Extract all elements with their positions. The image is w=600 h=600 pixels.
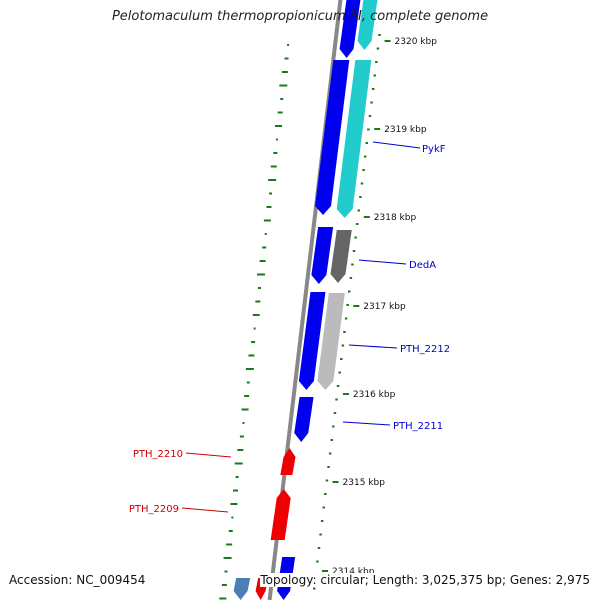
gene-label: PTH_2210 [133,449,183,460]
scale-tick-label: 2319 kbp [384,125,427,135]
pykf-gene-arrow [357,0,378,50]
gene-label-leader [348,344,398,349]
forward-gene-arrow [298,292,326,390]
gene-label-leader [372,141,421,149]
accession-label: Accession: NC_009454 [9,573,146,587]
gene-label-leader [358,259,407,265]
gene-label-leader [185,452,232,458]
forward-gene-arrow [315,60,350,215]
topology-label: Topology: circular; Length: 3,025,375 bp… [260,573,590,587]
scale-tick-label: 2320 kbp [395,37,438,47]
scale-tick-label: 2316 kbp [353,390,396,400]
forward-gene-arrow [339,0,361,58]
gene-label: PykF [422,144,446,155]
scale-tick-label: 2314 kbp [332,567,375,577]
pykf-gene-arrow [336,60,372,218]
scale-tick-label: 2318 kbp [374,213,417,223]
gene-label: DedA [409,260,436,271]
map-title: Pelotomaculum thermopropionicum SI, comp… [111,9,489,24]
reverse-gene-arrow-pth2209 [270,489,291,540]
forward-gene-arrow [294,397,314,442]
gene-arrow [233,578,251,600]
gene-label-leader [181,507,229,513]
gene-label-leader [342,421,391,426]
pth2212-gene-arrow [317,293,345,390]
scale-tick-label: 2317 kbp [363,302,406,312]
gene-label: PTH_2212 [400,344,450,355]
scale-tick-label: 2315 kbp [343,478,386,488]
reverse-gene-arrow-pth2210 [280,448,296,475]
deda-gene-arrow [330,230,352,283]
gene-label: PTH_2211 [393,421,443,432]
forward-gene-arrow [311,227,334,284]
gene-label: PTH_2209 [129,504,179,515]
